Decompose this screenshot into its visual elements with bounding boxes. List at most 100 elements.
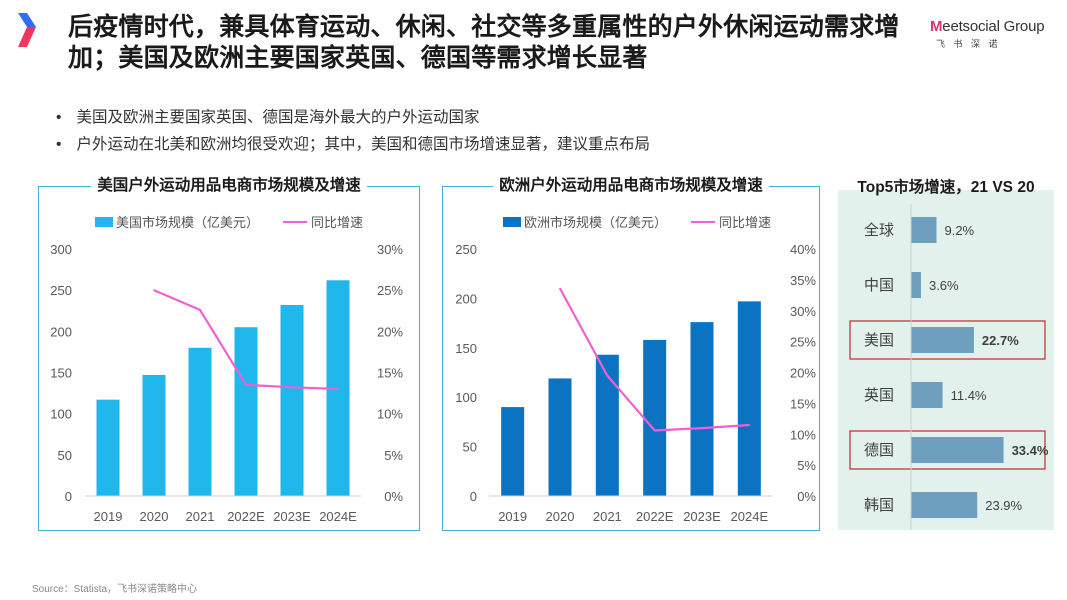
legend-line-label: 同比增速: [719, 215, 771, 230]
bar: [234, 327, 258, 496]
bar: [96, 399, 120, 496]
bullet-item: 美国及欧洲主要国家英国、德国是海外最大的户外运动国家: [56, 104, 650, 131]
y-right-tick-label: 20%: [377, 324, 403, 339]
legend-bar-label: 美国市场规模（亿美元）: [116, 215, 259, 230]
bar: [911, 272, 921, 298]
bar: [911, 492, 978, 518]
highlight-box: [849, 430, 1046, 470]
legend-bar-swatch: [95, 217, 113, 227]
x-tick-label: 2019: [94, 509, 123, 524]
eu-chart-panel: 欧洲户外运动用品电商市场规模及增速 欧洲市场规模（亿美元） 同比增速 0 50 100 1…: [442, 177, 820, 531]
y-right-tick-label: 30%: [790, 304, 816, 319]
x-tick-label: 2022E: [636, 509, 674, 524]
y-right-tick-label: 30%: [377, 242, 403, 257]
y-right-tick-label: 35%: [790, 273, 816, 288]
y-right-tick-label: 25%: [790, 335, 816, 350]
category-label: 英国: [864, 386, 894, 404]
bullet-list: 美国及欧洲主要国家英国、德国是海外最大的户外运动国家 户外运动在北美和欧洲均很受…: [56, 104, 650, 158]
growth-point: [653, 429, 656, 432]
category-label: 美国: [864, 332, 894, 349]
value-label: 22.7%: [982, 333, 1019, 348]
y-left-tick-label: 200: [455, 291, 477, 306]
y-right-tick-label: 5%: [384, 448, 403, 463]
page-title: 后疫情时代，兼具体育运动、休闲、社交等多重属性的户外休闲运动需求增加；美国及欧洲…: [68, 13, 900, 72]
growth-point: [606, 374, 609, 377]
y-left-tick-label: 250: [455, 242, 477, 257]
bar: [911, 217, 937, 243]
bar: [737, 301, 761, 496]
brand-logo: Meetsocial Group 飞 书 深 诺: [930, 18, 1060, 50]
legend-bar-swatch: [503, 217, 521, 227]
highlight-box: [849, 320, 1046, 360]
x-tick-label: 2021: [593, 509, 622, 524]
us-chart: 美国市场规模（亿美元） 同比增速 0 50 100 150 200 250 300 0% 5% 10%…: [50, 215, 403, 524]
growth-point: [748, 424, 751, 426]
growth-point: [153, 289, 155, 291]
y-left-tick-label: 250: [50, 283, 72, 298]
y-right-tick-label: 0%: [384, 489, 403, 504]
bar: [911, 437, 1004, 463]
y-right-tick-label: 10%: [790, 427, 816, 442]
y-left-tick-label: 100: [455, 390, 477, 405]
y-right-tick-label: 20%: [790, 366, 816, 381]
x-tick-label: 2024E: [319, 509, 357, 524]
growth-point: [291, 386, 293, 389]
us-chart-title: 美国户外运动用品电商市场规模及增速: [39, 175, 419, 197]
y-right-tick-label: 0%: [797, 489, 816, 504]
bar: [188, 347, 212, 496]
y-right-tick-label: 10%: [377, 407, 403, 422]
category-label: 德国: [864, 441, 894, 459]
bar: [911, 382, 943, 408]
y-right-tick-label: 5%: [797, 458, 816, 473]
value-label: 9.2%: [944, 223, 974, 238]
bar: [280, 304, 304, 496]
y-right-tick-label: 15%: [790, 396, 816, 411]
y-left-tick-label: 50: [58, 448, 72, 463]
top5-chart-panel: 全球 9.2% 中国 3.6% 美国 22.7% 英国 11.4% 德国 33.4% 韩国 23.9%: [838, 190, 1054, 530]
x-tick-label: 2020: [546, 509, 575, 524]
x-tick-label: 2023E: [273, 509, 311, 524]
top5-chart: 全球 9.2% 中国 3.6% 美国 22.7% 英国 11.4% 德国 33.4% 韩国 23.9%: [849, 204, 1049, 530]
y-left-tick-label: 100: [50, 407, 72, 422]
y-right-tick-label: 40%: [790, 242, 816, 257]
x-tick-label: 2019: [498, 509, 527, 524]
value-label: 23.9%: [985, 498, 1022, 513]
y-left-tick-label: 150: [50, 366, 72, 381]
value-label: 33.4%: [1012, 443, 1049, 458]
top5-chart-title: Top5市场增速，21 VS 20: [857, 179, 1035, 196]
bar: [911, 327, 974, 353]
bar: [142, 374, 166, 496]
y-left-tick-label: 0: [470, 489, 477, 504]
bar: [595, 354, 619, 496]
bar: [690, 322, 714, 496]
growth-point: [559, 287, 561, 290]
brand-name: Meetsocial Group: [930, 18, 1045, 35]
category-label: 韩国: [864, 497, 894, 514]
legend-line-label: 同比增速: [311, 215, 363, 230]
eu-chart-title: 欧洲户外运动用品电商市场规模及增速: [443, 175, 819, 197]
us-chart-panel: 美国户外运动用品电商市场规模及增速 美国市场规模（亿美元） 同比增速 0 50 100 1…: [38, 177, 420, 531]
y-left-tick-label: 0: [65, 489, 72, 504]
y-right-tick-label: 25%: [377, 283, 403, 298]
bar: [643, 339, 667, 496]
x-tick-label: 2023E: [683, 509, 721, 524]
y-right-tick-label: 15%: [377, 366, 403, 381]
brand-logo-mark: [18, 13, 36, 47]
x-tick-label: 2020: [140, 509, 169, 524]
y-left-tick-label: 300: [50, 242, 72, 257]
value-label: 11.4%: [951, 388, 987, 403]
category-label: 全球: [864, 221, 894, 239]
legend-bar-label: 欧洲市场规模（亿美元）: [524, 215, 667, 230]
growth-point: [701, 427, 703, 429]
x-tick-label: 2024E: [731, 509, 769, 524]
bar: [548, 378, 572, 496]
source-note: Source：Statista，飞书深诺策略中心: [32, 584, 198, 595]
x-tick-label: 2022E: [227, 509, 265, 524]
x-tick-label: 2021: [186, 509, 215, 524]
growth-point: [245, 384, 247, 386]
brand-subtitle: 飞 书 深 诺: [936, 39, 1001, 49]
growth-point: [199, 309, 201, 311]
bar: [501, 407, 525, 496]
growth-point: [337, 388, 339, 390]
y-left-tick-label: 150: [455, 341, 477, 356]
